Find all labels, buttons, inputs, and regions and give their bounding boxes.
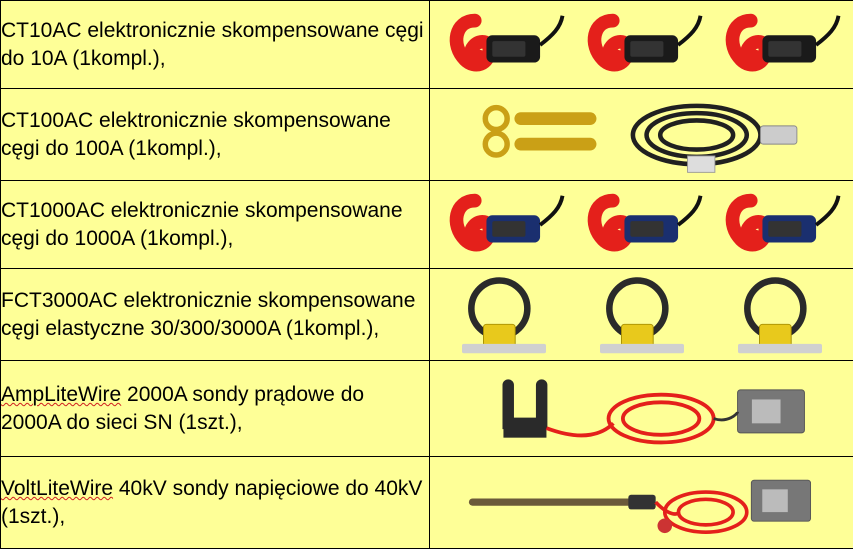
table-row: CT100AC elektronicznie skompensowane cęg… [1, 89, 853, 181]
bullet-item: AmpLiteWire 2000A sondy prądowe do 2000A… [1, 381, 429, 436]
product-image-cell [430, 1, 853, 89]
bullet-item: CT1000AC elektronicznie skompensowane cę… [1, 197, 429, 252]
bullet-item: CT10AC elektronicznie skompensowane cęgi… [1, 17, 429, 72]
product-text-cell: AmpLiteWire 2000A sondy prądowe do 2000A… [1, 361, 430, 457]
sensor-with-red-cable-and-box-icon [430, 366, 853, 452]
product-text-cell: VoltLiteWire 40kV sondy napięciowe do 40… [1, 457, 430, 549]
product-text-cell: FCT3000AC elektronicznie skompensowane c… [1, 269, 430, 361]
text-segment: FCT3000AC elektronicznie skompensowane c… [1, 289, 415, 339]
table-row: CT10AC elektronicznie skompensowane cęgi… [1, 1, 853, 89]
text-segment: CT10AC elektronicznie skompensowane cęgi… [1, 19, 424, 69]
three-flexible-coil-sensors-icon [430, 273, 853, 357]
underlined-term: AmpLiteWire [1, 383, 121, 406]
product-table: CT10AC elektronicznie skompensowane cęgi… [0, 0, 853, 549]
table-row: VoltLiteWire 40kV sondy napięciowe do 40… [1, 457, 853, 549]
product-image-cell [430, 89, 853, 181]
bullet-item: VoltLiteWire 40kV sondy napięciowe do 40… [1, 475, 429, 530]
text-segment: CT100AC elektronicznie skompensowane cęg… [1, 109, 391, 159]
product-text-cell: CT10AC elektronicznie skompensowane cęgi… [1, 1, 430, 89]
product-image-cell [430, 269, 853, 361]
product-text-cell: CT1000AC elektronicznie skompensowane cę… [1, 181, 430, 269]
table-row: AmpLiteWire 2000A sondy prądowe do 2000A… [1, 361, 853, 457]
product-text-cell: CT100AC elektronicznie skompensowane cęg… [1, 89, 430, 181]
table-row: CT1000AC elektronicznie skompensowane cę… [1, 181, 853, 269]
product-image-cell [430, 181, 853, 269]
bullet-item: FCT3000AC elektronicznie skompensowane c… [1, 287, 429, 342]
product-image-cell [430, 457, 853, 549]
voltage-probe-pole-with-box-icon [430, 462, 853, 544]
coiled-cable-with-probe-icon [430, 94, 853, 176]
text-segment: CT1000AC elektronicznie skompensowane cę… [1, 199, 403, 249]
bullet-item: CT100AC elektronicznie skompensowane cęg… [1, 107, 429, 162]
underlined-term: VoltLiteWire [1, 477, 113, 500]
three-red-clamp-meters-icon [430, 6, 853, 84]
three-red-blue-clamp-meters-icon [430, 186, 853, 264]
product-table-body: CT10AC elektronicznie skompensowane cęgi… [1, 1, 853, 549]
product-image-cell [430, 361, 853, 457]
table-row: FCT3000AC elektronicznie skompensowane c… [1, 269, 853, 361]
